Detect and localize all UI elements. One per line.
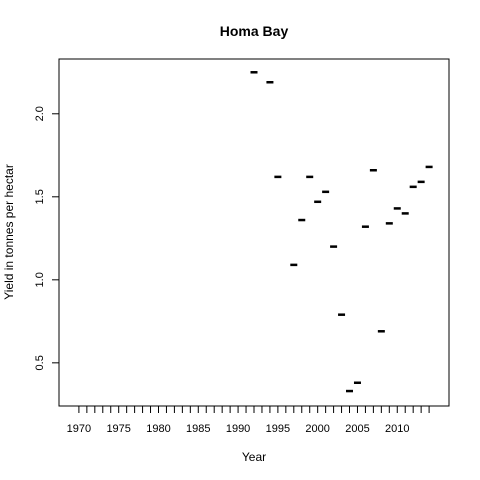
y-tick-label: 2.0: [34, 106, 46, 121]
y-tick-label: 1.0: [34, 272, 46, 287]
x-axis: 1970 1975 1980 1985 1990 1995 2000 2005 2010: [67, 405, 430, 435]
x-tick-label: 1995: [266, 423, 290, 435]
x-tick-label: 1985: [186, 423, 210, 435]
x-tick-label: 1980: [146, 423, 170, 435]
y-tick-label: 1.5: [34, 189, 46, 204]
x-tick-label: 2005: [345, 423, 369, 435]
x-axis-label: Year: [242, 450, 266, 464]
x-tick-label: 2010: [385, 423, 409, 435]
x-tick-label: 1970: [67, 423, 91, 435]
plot-area: [58, 58, 450, 407]
x-tick-label: 1975: [106, 423, 130, 435]
y-axis: 0.5 1.0 1.5 2.0: [34, 106, 60, 370]
x-tick-label: 1990: [226, 423, 250, 435]
chart-title: Homa Bay: [220, 23, 289, 39]
data-points: [250, 71, 433, 393]
x-tick-label: 2000: [305, 423, 329, 435]
y-axis-label: Yield in tonnes per hectar: [2, 164, 16, 300]
y-tick-label: 0.5: [34, 355, 46, 370]
